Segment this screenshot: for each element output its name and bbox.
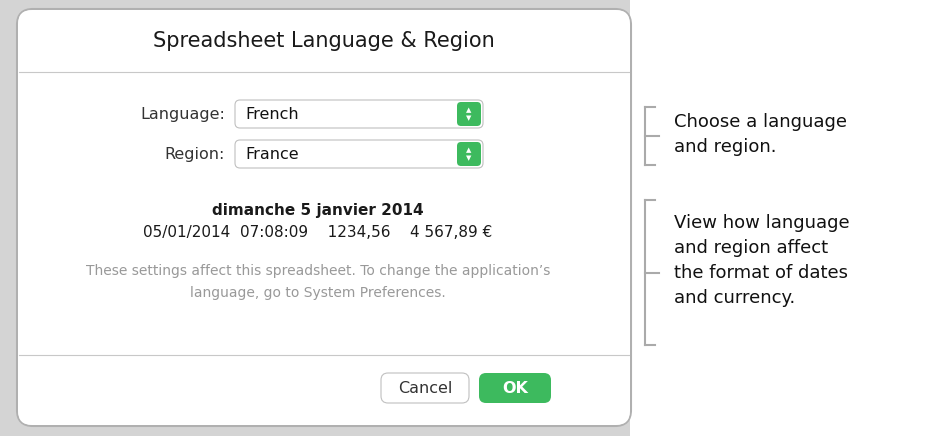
Text: ▲: ▲ (466, 107, 472, 113)
Text: French: French (245, 106, 299, 122)
Text: dimanche 5 janvier 2014: dimanche 5 janvier 2014 (212, 202, 424, 218)
Text: ▼: ▼ (466, 155, 472, 161)
FancyBboxPatch shape (381, 373, 469, 403)
Text: Cancel: Cancel (398, 381, 452, 395)
Text: View how language
and region affect
the format of dates
and currency.: View how language and region affect the … (674, 214, 850, 307)
FancyBboxPatch shape (457, 142, 481, 166)
Text: ▲: ▲ (466, 147, 472, 153)
Text: ▼: ▼ (466, 115, 472, 121)
Text: Language:: Language: (140, 106, 225, 122)
FancyBboxPatch shape (17, 9, 631, 426)
Text: These settings affect this spreadsheet. To change the application’s
language, go: These settings affect this spreadsheet. … (86, 264, 550, 300)
Text: Region:: Region: (164, 146, 225, 161)
Text: OK: OK (502, 381, 528, 395)
Text: 05/01/2014  07:08:09    1234,56    4 567,89 €: 05/01/2014 07:08:09 1234,56 4 567,89 € (144, 225, 492, 239)
Text: Choose a language
and region.: Choose a language and region. (674, 112, 847, 156)
FancyBboxPatch shape (457, 102, 481, 126)
FancyBboxPatch shape (479, 373, 551, 403)
Text: France: France (245, 146, 299, 161)
FancyBboxPatch shape (18, 10, 630, 425)
FancyBboxPatch shape (235, 140, 483, 168)
FancyBboxPatch shape (235, 100, 483, 128)
Text: Spreadsheet Language & Region: Spreadsheet Language & Region (153, 31, 495, 51)
Bar (630, 0, 934, 436)
